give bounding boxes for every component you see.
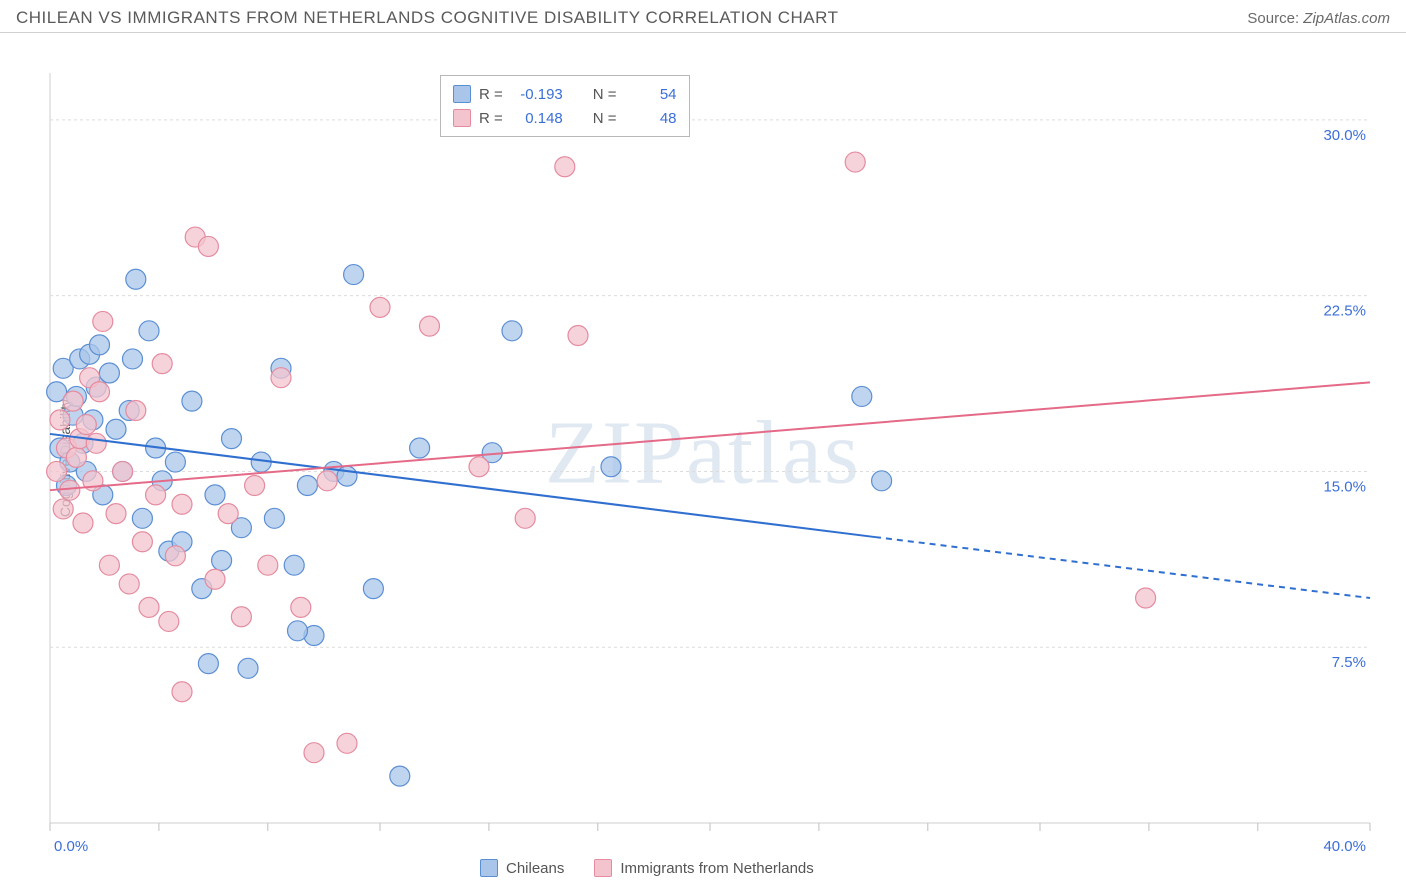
legend-row-netherlands: R = 0.148 N = 48: [453, 106, 677, 130]
r-label: R =: [479, 86, 503, 103]
legend-swatch-pink: [453, 109, 471, 127]
svg-text:40.0%: 40.0%: [1323, 838, 1366, 855]
legend-label-netherlands: Immigrants from Netherlands: [620, 860, 813, 877]
series-legend: Chileans Immigrants from Netherlands: [480, 859, 814, 877]
svg-text:0.0%: 0.0%: [54, 838, 88, 855]
n-label: N =: [593, 86, 617, 103]
legend-label-chileans: Chileans: [506, 860, 564, 877]
legend-row-chileans: R = -0.193 N = 54: [453, 82, 677, 106]
correlation-legend: R = -0.193 N = 54 R = 0.148 N = 48: [440, 75, 690, 137]
chart-title: CHILEAN VS IMMIGRANTS FROM NETHERLANDS C…: [16, 8, 839, 28]
legend-swatch-blue: [480, 859, 498, 877]
source-label: Source:: [1247, 10, 1299, 27]
n-label: N =: [593, 110, 617, 127]
r-value-blue: -0.193: [511, 86, 563, 103]
legend-item-netherlands: Immigrants from Netherlands: [594, 859, 813, 877]
chart-header: CHILEAN VS IMMIGRANTS FROM NETHERLANDS C…: [0, 0, 1406, 33]
legend-swatch-blue: [453, 85, 471, 103]
r-value-pink: 0.148: [511, 110, 563, 127]
legend-swatch-pink: [594, 859, 612, 877]
r-label: R =: [479, 110, 503, 127]
n-value-pink: 48: [625, 110, 677, 127]
svg-text:30.0%: 30.0%: [1323, 127, 1366, 144]
legend-item-chileans: Chileans: [480, 859, 564, 877]
svg-text:15.0%: 15.0%: [1323, 478, 1366, 495]
svg-text:7.5%: 7.5%: [1332, 654, 1366, 671]
chart-source: Source: ZipAtlas.com: [1247, 10, 1390, 27]
n-value-blue: 54: [625, 86, 677, 103]
chart-area: Cognitive Disability ZIPatlas 7.5%15.0%2…: [0, 33, 1406, 883]
source-value: ZipAtlas.com: [1303, 10, 1390, 27]
svg-text:22.5%: 22.5%: [1323, 303, 1366, 320]
scatter-chart: 7.5% 15.0% 22.5% 30.0% 0.0% 40.0%: [0, 33, 1406, 883]
